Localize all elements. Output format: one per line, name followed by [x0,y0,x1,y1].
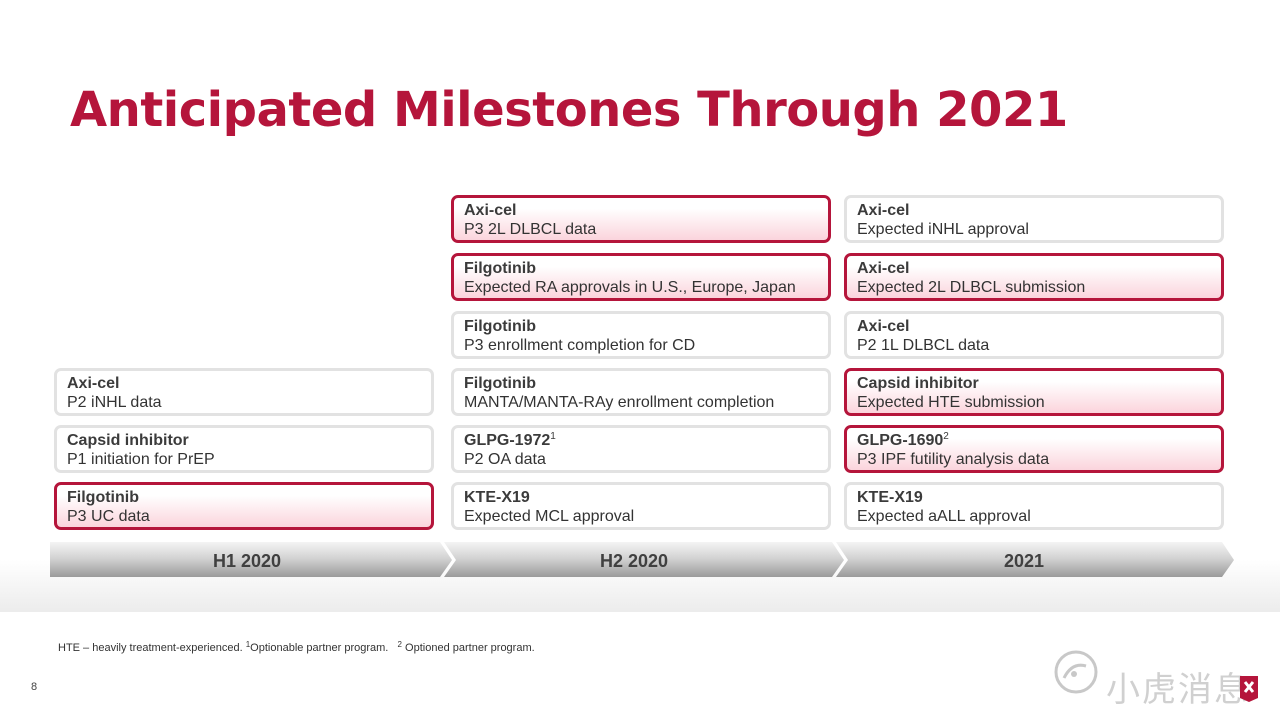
milestone-product: Filgotinib [464,317,818,336]
milestone-product: Filgotinib [464,259,818,278]
milestone-description: Expected MCL approval [464,508,635,525]
milestone-product-label: GLPG-1972 [464,432,551,449]
milestone-description: P3 UC data [67,508,150,525]
brand-logo-icon [1240,676,1258,702]
milestone-description: Expected 2L DLBCL submission [857,279,1086,296]
timeline-label-2021: 2021 [1003,551,1045,571]
milestone-description: Expected iNHL approval [857,221,1029,238]
footnote-reference: 1 [550,431,556,442]
footnote-reference: 2 [943,431,949,442]
milestone-description: Expected RA approvals in U.S., Europe, J… [464,279,796,296]
milestone-product-label: Axi-cel [857,202,910,219]
milestone-description: Expected aALL approval [857,508,1031,525]
milestone-card: Axi-cel P3 2L DLBCL data [451,195,831,243]
milestone-product: Axi-cel [857,259,1211,278]
timeline-arrows [50,542,1234,577]
milestone-description: MANTA/MANTA-RAy enrollment completion [464,394,775,411]
milestone-product: GLPG-16902 [857,431,1211,450]
milestone-card: Axi-cel P2 1L DLBCL data [844,311,1224,359]
milestone-card: Capsid inhibitor Expected HTE submission [844,368,1224,416]
footnote-note-1: Optionable partner program. [250,642,389,654]
milestone-product-label: Filgotinib [464,318,536,335]
timeline-label-h1-2020: H1 2020 [212,551,282,571]
milestone-product: GLPG-19721 [464,431,818,450]
milestone-card: Filgotinib MANTA/MANTA-RAy enrollment com… [451,368,831,416]
timeline: H1 2020 H2 2020 2021 [0,540,1280,580]
milestone-product-label: Filgotinib [464,260,536,277]
milestone-product: Capsid inhibitor [857,374,1211,393]
milestone-card: GLPG-19721 P2 OA data [451,425,831,473]
milestone-product-label: Axi-cel [464,202,517,219]
milestone-product: KTE-X19 [857,488,1211,507]
timeline-segment-1 [50,542,452,577]
milestone-product-label: GLPG-1690 [857,432,944,449]
page-title: Anticipated Milestones Through 2021 [70,82,1068,138]
page-number: 8 [31,681,38,693]
milestone-description: P3 enrollment completion for CD [464,337,696,354]
milestone-description: P3 IPF futility analysis data [857,451,1050,468]
footnote: HTE – heavily treatment-experienced. 1Op… [58,640,535,655]
watermark: 小虎消息 [1050,648,1280,710]
milestone-product: KTE-X19 [464,488,818,507]
milestone-product: Axi-cel [857,201,1211,220]
milestone-description: P2 1L DLBCL data [857,337,990,354]
milestone-card: KTE-X19 Expected aALL approval [844,482,1224,530]
milestone-card: KTE-X19 Expected MCL approval [451,482,831,530]
footnote-mark-2: 2 [397,640,402,649]
milestone-product-label: Axi-cel [857,318,910,335]
milestone-description: Expected HTE submission [857,394,1045,411]
milestone-product-label: Capsid inhibitor [67,432,189,449]
milestone-product-label: KTE-X19 [464,489,530,506]
milestone-card: Capsid inhibitor P1 initiation for PrEP [54,425,434,473]
milestone-card: Axi-cel Expected iNHL approval [844,195,1224,243]
milestone-card: Axi-cel Expected 2L DLBCL submission [844,253,1224,301]
watermark-logo-icon [1054,650,1098,694]
footnote-hte: HTE – heavily treatment-experienced. [58,642,243,654]
footnote-mark-1: 1 [245,640,251,649]
milestone-product: Axi-cel [67,374,421,393]
milestone-product-label: Filgotinib [464,375,536,392]
milestone-product-label: Filgotinib [67,489,139,506]
milestone-card: Axi-cel P2 iNHL data [54,368,434,416]
milestone-product: Axi-cel [464,201,818,220]
milestone-product: Capsid inhibitor [67,431,421,450]
watermark-text: 小虎消息 [1106,670,1250,710]
milestone-card: GLPG-16902 P3 IPF futility analysis data [844,425,1224,473]
milestone-description: P2 iNHL data [67,394,162,411]
milestone-product: Axi-cel [857,317,1211,336]
milestone-product-label: KTE-X19 [857,489,923,506]
milestone-description: P1 initiation for PrEP [67,451,215,468]
milestone-card: Filgotinib Expected RA approvals in U.S.,… [451,253,831,301]
timeline-segment-3 [836,542,1234,577]
milestone-product: Filgotinib [67,488,421,507]
milestone-card: Filgotinib P3 enrollment completion for C… [451,311,831,359]
milestone-product: Filgotinib [464,374,818,393]
milestone-description: P3 2L DLBCL data [464,221,597,238]
milestone-product-label: Axi-cel [67,375,120,392]
milestone-description: P2 OA data [464,451,546,468]
milestone-card: Filgotinib P3 UC data [54,482,434,530]
milestone-product-label: Capsid inhibitor [857,375,979,392]
timeline-segment-2 [444,542,844,577]
timeline-label-h2-2020: H2 2020 [599,551,669,571]
milestone-product-label: Axi-cel [857,260,910,277]
footnote-note-2: Optioned partner program. [405,642,535,654]
